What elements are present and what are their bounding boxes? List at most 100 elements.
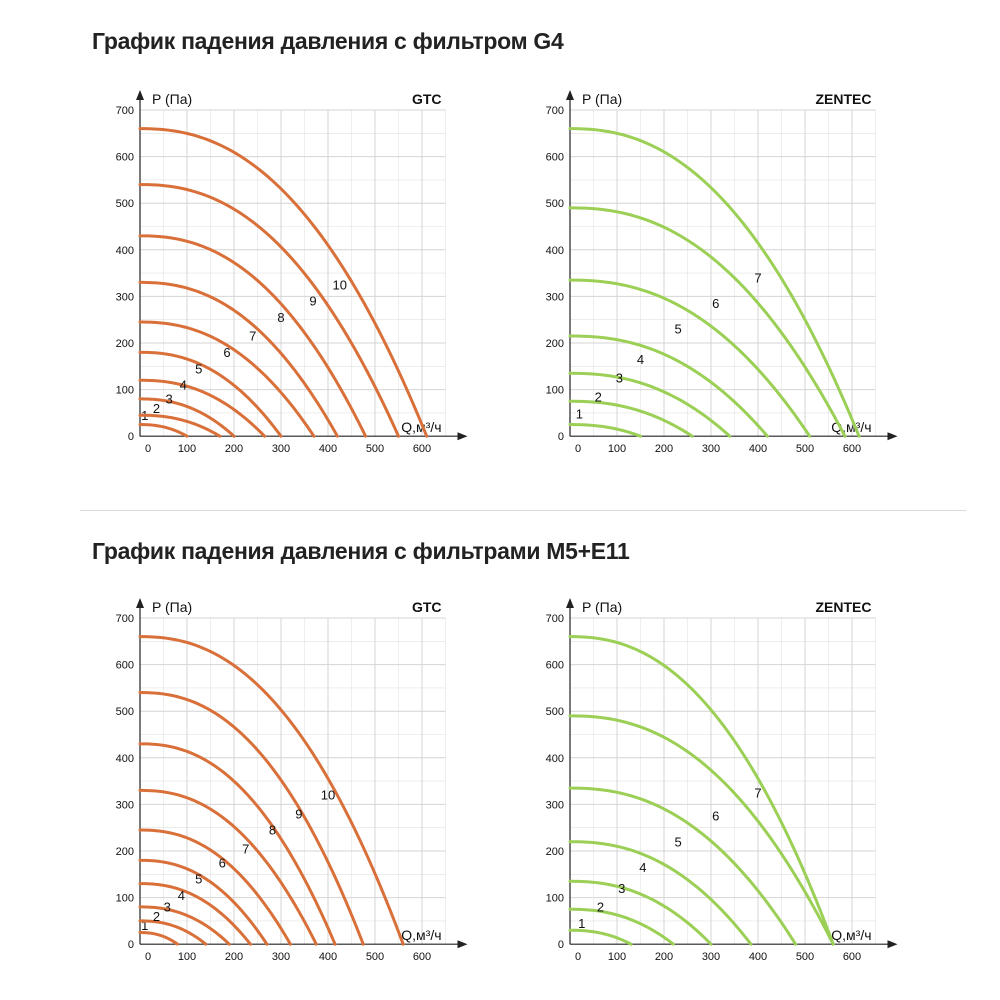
- series-line-9: [138, 183, 400, 438]
- x-tick-label: 600: [843, 443, 861, 455]
- y-tick-label: 700: [116, 613, 134, 625]
- series-line-2: [568, 399, 694, 438]
- y-tick-label: 400: [116, 753, 134, 765]
- x-tick-label: 0: [145, 951, 151, 963]
- series-label-3: 3: [164, 900, 171, 915]
- series-label-5: 5: [674, 322, 681, 337]
- series-line-1: [568, 423, 642, 438]
- y-tick-label: 400: [546, 753, 564, 765]
- series-label-5: 5: [674, 834, 681, 849]
- x-tick-label: 600: [413, 951, 431, 963]
- y-tick-label: 200: [116, 338, 134, 350]
- y-tick-label: 100: [116, 385, 134, 397]
- y-tick-label: 0: [128, 431, 134, 443]
- series-label-5: 5: [195, 872, 202, 887]
- series-label-10: 10: [321, 788, 335, 803]
- series-line-4: [568, 840, 753, 946]
- series-label-3: 3: [166, 392, 173, 407]
- y-tick-label: 600: [116, 152, 134, 164]
- y-tick-label: 100: [546, 893, 564, 905]
- y-axis-label: P (Па): [152, 599, 192, 615]
- series-line-6: [568, 206, 847, 438]
- y-tick-label: 100: [116, 893, 134, 905]
- series-label-10: 10: [333, 277, 347, 292]
- y-tick-label: 300: [546, 799, 564, 811]
- series-line-3: [568, 879, 713, 946]
- y-tick-label: 700: [546, 105, 564, 117]
- series-label-4: 4: [178, 888, 185, 903]
- x-tick-label: 0: [575, 443, 581, 455]
- series-line-3: [138, 905, 231, 946]
- series-label-2: 2: [153, 401, 160, 416]
- series-line-7: [568, 635, 835, 946]
- x-tick-label: 0: [575, 951, 581, 963]
- x-tick-label: 600: [843, 951, 861, 963]
- section-title-g4: График падения давления с фильтром G4: [92, 28, 564, 54]
- y-tick-label: 700: [546, 613, 564, 625]
- x-tick-label: 600: [413, 443, 431, 455]
- y-axis-arrow: [136, 598, 144, 608]
- x-axis-label: Q,м³/ч: [401, 419, 441, 435]
- chart-grid: [570, 617, 876, 945]
- series-line-2: [568, 907, 675, 946]
- y-tick-label: 400: [116, 245, 134, 257]
- series-label-3: 3: [618, 881, 625, 896]
- x-tick-label: 500: [366, 951, 384, 963]
- series-label-7: 7: [754, 785, 761, 800]
- y-tick-label: 600: [116, 660, 134, 672]
- y-axis-label: P (Па): [582, 599, 622, 615]
- y-tick-label: 300: [546, 291, 564, 303]
- x-axis-arrow: [457, 940, 468, 949]
- x-tick-label: 400: [319, 951, 337, 963]
- y-tick-label: 500: [546, 706, 564, 718]
- chart-m5e11-zentec: 0 100 200 300 400 500 600 700 0 100 200 300 400 500 60…: [546, 598, 898, 963]
- x-axis-arrow: [887, 432, 898, 441]
- series-line-6: [138, 828, 292, 946]
- section-divider: [80, 510, 966, 511]
- x-tick-label: 100: [608, 443, 626, 455]
- x-axis-arrow: [887, 940, 898, 949]
- series-line-10: [138, 635, 405, 946]
- y-tick-label: 200: [116, 846, 134, 858]
- series-label-7: 7: [242, 841, 249, 856]
- brand-label: ZENTEC: [816, 91, 872, 107]
- series-line-4: [138, 378, 267, 438]
- series-line-4: [568, 334, 769, 438]
- series-label-2: 2: [595, 389, 602, 404]
- y-tick-label: 400: [546, 245, 564, 257]
- y-tick-label: 200: [546, 338, 564, 350]
- series-line-1: [568, 928, 633, 946]
- x-tick-label: 300: [272, 951, 290, 963]
- series-line-4: [138, 882, 252, 946]
- x-tick-label: 400: [749, 951, 767, 963]
- series-label-3: 3: [616, 371, 623, 386]
- series-line-3: [568, 371, 732, 438]
- y-tick-label: 0: [128, 939, 134, 951]
- series-label-9: 9: [295, 806, 302, 821]
- series-label-1: 1: [578, 916, 585, 931]
- x-tick-label: 200: [655, 443, 673, 455]
- y-tick-label: 300: [116, 799, 134, 811]
- brand-label: ZENTEC: [816, 599, 872, 615]
- chart-g4-gtc: 0 100 200 300 400 500 600 700 0 100 200 300 400 500 60…: [116, 90, 468, 455]
- brand-label: GTC: [412, 599, 442, 615]
- y-tick-label: 600: [546, 152, 564, 164]
- series-label-6: 6: [219, 855, 226, 870]
- x-tick-label: 100: [178, 951, 196, 963]
- series-line-6: [568, 714, 835, 946]
- chart-grid: [140, 617, 446, 945]
- x-axis-label: Q,м³/ч: [831, 927, 871, 943]
- series-line-1: [138, 423, 189, 438]
- y-tick-label: 300: [116, 291, 134, 303]
- x-axis-arrow: [457, 432, 468, 441]
- x-tick-label: 0: [145, 443, 151, 455]
- series-label-1: 1: [576, 406, 583, 421]
- series-label-6: 6: [712, 296, 719, 311]
- series-line-5: [138, 350, 283, 438]
- y-tick-label: 500: [546, 198, 564, 210]
- series-line-9: [138, 691, 365, 946]
- x-tick-label: 400: [319, 443, 337, 455]
- y-tick-label: 0: [558, 939, 564, 951]
- series-label-7: 7: [754, 270, 761, 285]
